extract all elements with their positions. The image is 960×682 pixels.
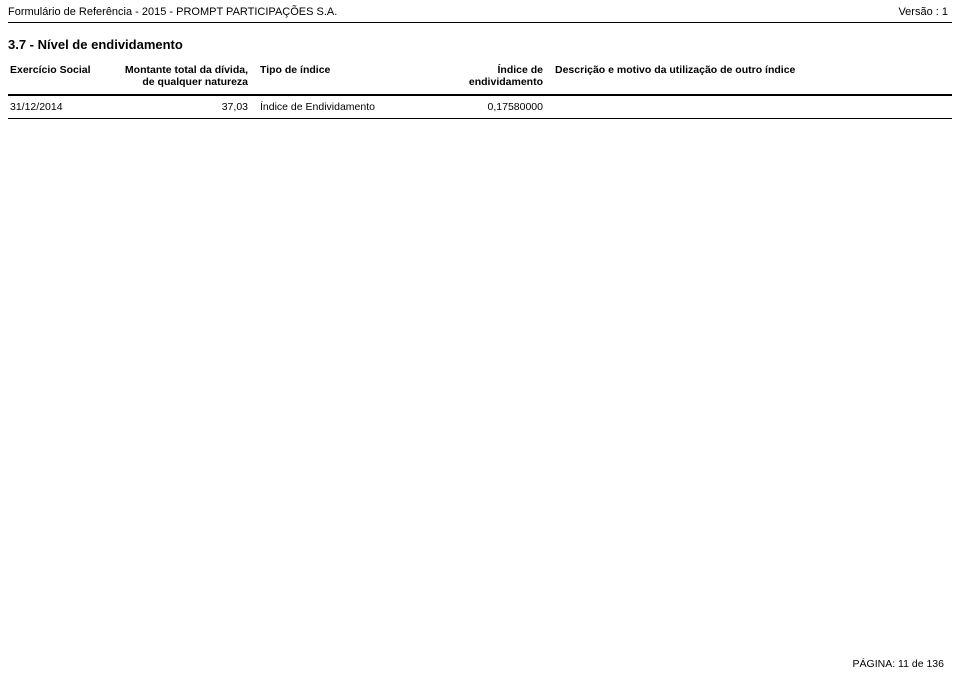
section-title: 3.7 - Nível de endividamento [0,37,960,62]
cell-tipo: Índice de Endividamento [258,95,448,119]
page: Formulário de Referência - 2015 - PROMPT… [0,0,960,682]
topbar: Formulário de Referência - 2015 - PROMPT… [0,0,960,22]
doc-version: Versão : 1 [898,6,948,18]
col-exercicio-social: Exercício Social [8,62,118,95]
top-rule [8,22,952,23]
doc-title: Formulário de Referência - 2015 - PROMPT… [8,6,337,18]
table-row: 31/12/2014 37,03 Índice de Endividamento… [8,95,952,119]
col-tipo-indice: Tipo de índice [258,62,448,95]
cell-indice: 0,17580000 [448,95,553,119]
page-footer: PÁGINA: 11 de 136 [853,658,944,670]
cell-montante: 37,03 [118,95,258,119]
endividamento-table: Exercício Social Montante total da dívid… [8,62,952,119]
col-descricao: Descrição e motivo da utilização de outr… [553,62,952,95]
cell-exercicio: 31/12/2014 [8,95,118,119]
table-wrap: Exercício Social Montante total da dívid… [0,62,960,119]
col-indice-endividamento: Índice deendividamento [448,62,553,95]
table-header-row: Exercício Social Montante total da dívid… [8,62,952,95]
cell-descricao [553,95,952,119]
col-montante-total: Montante total da dívida,de qualquer nat… [118,62,258,95]
